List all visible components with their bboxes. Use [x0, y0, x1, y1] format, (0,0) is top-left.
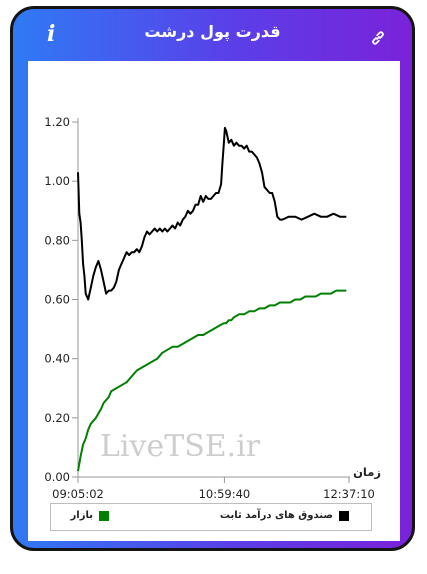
legend-item-market[interactable]: بازار [71, 510, 109, 521]
y-tick-label: 1.00 [44, 174, 70, 188]
title-bar: i قدرت پول درشت [13, 9, 412, 61]
series-line-fixed-income [77, 126, 347, 301]
line-chart: 0.00 0.20 0.40 0.60 0.80 1.00 1.20 09:05:02 10:5… [44, 115, 381, 501]
series-line-market [77, 289, 347, 472]
x-tick-label: 10:59:40 [199, 487, 251, 501]
y-tick-label: 0.80 [44, 233, 70, 247]
chart-title: قدرت پول درشت [144, 22, 281, 41]
x-axis-label: زمان [353, 465, 381, 479]
legend-label-fixed-income: صندوق های درآمد ثابت [219, 510, 333, 521]
info-icon[interactable]: i [47, 21, 56, 47]
x-tick-label: 12:37:10 [323, 487, 375, 501]
y-tick-label: 0.60 [44, 293, 70, 307]
legend-item-fixed-income[interactable]: صندوق های درآمد ثابت [220, 510, 349, 521]
legend-label-market: بازار [70, 510, 93, 521]
chart-legend: صندوق های درآمد ثابت بازار [50, 503, 372, 531]
y-tick-label: 0.20 [44, 411, 70, 425]
watermark: LiveTSE.ir [100, 429, 261, 464]
y-tick-label: 0.40 [44, 352, 70, 366]
link-icon[interactable] [370, 30, 386, 46]
legend-swatch-fixed-income [339, 510, 349, 521]
y-tick-label: 0.00 [44, 470, 70, 484]
chart-panel: 0.00 0.20 0.40 0.60 0.80 1.00 1.20 09:05:02 10:5… [28, 61, 400, 541]
chart-card: i قدرت پول درشت 0.00 0.20 0.40 0.60 0.80 1.00… [10, 6, 415, 551]
y-tick-label: 1.20 [44, 115, 70, 129]
x-tick-label: 09:05:02 [52, 487, 104, 501]
legend-swatch-market [99, 510, 109, 521]
